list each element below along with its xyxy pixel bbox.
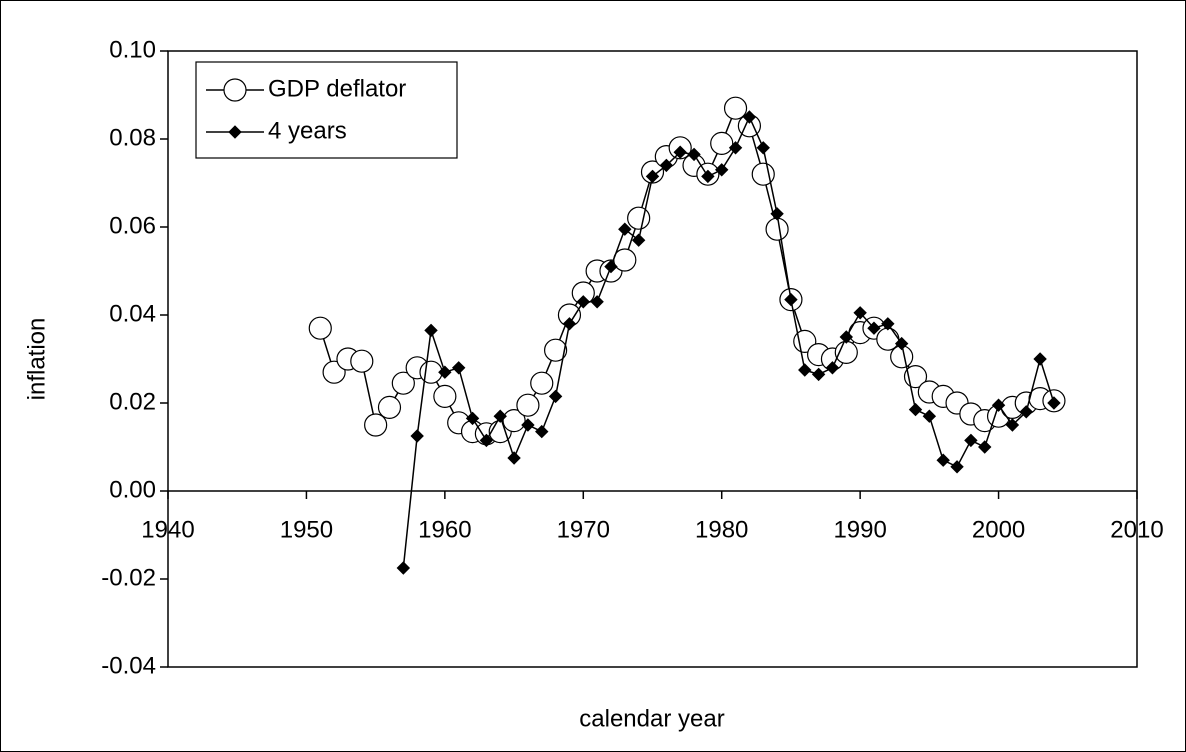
- data-point: [308, 316, 332, 340]
- data-point: [1033, 352, 1047, 366]
- data-point: [1047, 396, 1061, 410]
- data-point: [825, 361, 840, 375]
- data-point: [715, 163, 729, 177]
- legend-marker: [223, 78, 247, 102]
- data-point: [451, 361, 466, 375]
- legend-marker: [228, 125, 242, 139]
- data-point: [562, 317, 577, 331]
- data-point: [396, 561, 411, 575]
- data-point: [751, 162, 775, 186]
- data-point: [922, 409, 937, 423]
- data-point: [465, 411, 480, 426]
- data-point: [631, 233, 646, 247]
- data-point: [590, 295, 604, 309]
- data-point: [770, 207, 784, 221]
- data-point: [438, 365, 452, 379]
- data-point: [659, 158, 674, 173]
- data-point: [881, 317, 895, 331]
- x-tick-label: 1960: [418, 516, 471, 543]
- data-point: [710, 131, 734, 155]
- x-axis-label: calendar year: [579, 705, 724, 732]
- data-point: [867, 321, 881, 335]
- data-point: [756, 141, 770, 155]
- data-point: [784, 292, 798, 307]
- data-point: [424, 323, 438, 338]
- data-point: [839, 330, 854, 344]
- data-point: [377, 395, 402, 419]
- data-point: [364, 413, 388, 437]
- data-point: [950, 460, 964, 474]
- data-point: [1005, 418, 1020, 432]
- data-point: [798, 363, 812, 377]
- data-point: [701, 169, 715, 184]
- y-tick-label: -0.02: [101, 564, 156, 591]
- data-point: [991, 398, 1006, 412]
- data-point: [1019, 405, 1033, 419]
- plot-area: [167, 50, 1138, 668]
- x-tick-label: 1990: [833, 516, 886, 543]
- data-point: [765, 217, 789, 241]
- x-tick-label: 2000: [972, 516, 1025, 543]
- legend-label: GDP deflator: [268, 75, 406, 102]
- data-point: [502, 409, 526, 433]
- y-tick-label: 0.00: [109, 476, 156, 503]
- y-axis-label: inflation: [23, 318, 50, 401]
- y-tick-label: 0.04: [109, 300, 156, 327]
- data-point: [627, 206, 651, 230]
- data-point: [604, 259, 618, 274]
- data-point: [742, 110, 757, 124]
- data-point: [964, 433, 978, 448]
- data-point: [811, 367, 826, 382]
- data-point: [613, 248, 637, 272]
- data-point: [350, 349, 374, 373]
- data-point: [978, 440, 992, 454]
- data-point: [521, 418, 535, 432]
- data-point: [576, 295, 590, 309]
- y-tick-label: 0.08: [109, 124, 156, 151]
- data-point: [618, 222, 632, 236]
- legend-label: 4 years: [268, 117, 347, 144]
- legend-box: [195, 61, 458, 159]
- data-point: [908, 402, 923, 417]
- data-point: [723, 96, 748, 120]
- y-tick-label: -0.04: [101, 652, 156, 679]
- y-tick-label: 0.10: [109, 36, 156, 63]
- data-point: [876, 327, 900, 351]
- data-point: [479, 433, 494, 448]
- y-tick-label: 0.02: [109, 388, 156, 415]
- data-point: [535, 424, 549, 439]
- data-point: [548, 389, 563, 404]
- data-point: [530, 371, 554, 395]
- x-tick-label: 1950: [280, 516, 333, 543]
- data-point: [493, 409, 507, 423]
- data-point: [936, 453, 950, 467]
- x-tick-label: 1980: [695, 516, 748, 543]
- data-point: [516, 393, 540, 417]
- data-point: [853, 306, 867, 320]
- y-tick-label: 0.06: [109, 212, 156, 239]
- data-point: [543, 338, 568, 362]
- data-point: [645, 169, 660, 184]
- data-point: [673, 145, 687, 159]
- data-point: [507, 451, 521, 465]
- data-point: [687, 147, 701, 162]
- x-tick-label: 2010: [1110, 516, 1163, 543]
- data-point: [433, 384, 457, 408]
- x-tick-label: 1970: [557, 516, 610, 543]
- x-tick-label: 1940: [141, 516, 194, 543]
- data-point: [391, 371, 415, 395]
- data-point: [410, 429, 424, 443]
- data-point: [728, 141, 743, 155]
- data-point: [894, 336, 909, 351]
